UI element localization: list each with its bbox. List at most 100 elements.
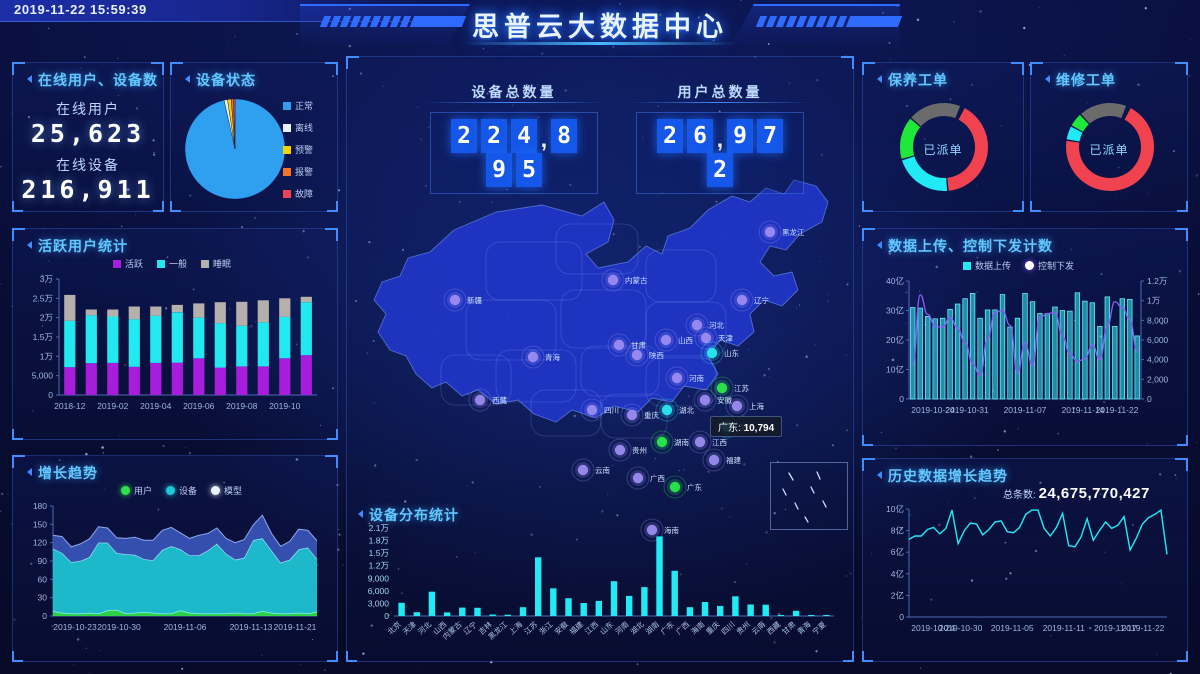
upload-bar[interactable] xyxy=(1089,302,1095,400)
map-marker-山西[interactable]: 山西 xyxy=(654,328,693,352)
map-marker-江西[interactable]: 江西 xyxy=(688,430,727,454)
map-marker-陕西[interactable]: 陕西 xyxy=(625,343,664,367)
bar-天津[interactable] xyxy=(413,612,420,616)
map-marker-内蒙古[interactable]: 内蒙古 xyxy=(601,268,648,292)
data-upload-chart[interactable]: 0 10亿 20亿 30亿 40亿 0 2,000 4,000 6,000 8,000 1万 1.2万… xyxy=(869,275,1181,437)
legend-item[interactable]: 离线 xyxy=(283,121,313,134)
bar-安徽[interactable] xyxy=(565,598,572,616)
legend-item[interactable]: 活跃 xyxy=(113,257,143,270)
legend-item[interactable]: 数据上传 xyxy=(963,259,1011,272)
map-marker-河南[interactable]: 河南 xyxy=(665,366,704,390)
active-users-chart[interactable]: 0 5,000 1万 1.5万 2万 2.5万 3万 2018-12 2019-02 2019-0… xyxy=(19,273,329,433)
upload-bar[interactable] xyxy=(969,293,976,400)
bar-黑龙江[interactable] xyxy=(504,614,511,616)
bar-segment[interactable] xyxy=(150,306,162,316)
device-distribution-chart[interactable]: 03,0006,0009,0001.2万1.5万1.8万2.1万北京天津河北山西… xyxy=(352,523,848,664)
bar-segment[interactable] xyxy=(257,366,269,395)
upload-bar[interactable] xyxy=(940,317,946,400)
upload-bar[interactable] xyxy=(1052,306,1058,400)
bar-segment[interactable] xyxy=(171,304,183,313)
bar-segment[interactable] xyxy=(107,309,119,317)
bar-北京[interactable] xyxy=(398,602,405,616)
legend-item[interactable]: 预警 xyxy=(283,143,313,156)
legend-item[interactable]: 设备 xyxy=(166,484,197,497)
map-marker-湖北[interactable]: 湖北 xyxy=(655,398,694,422)
bar-上海[interactable] xyxy=(519,607,527,616)
legend-item[interactable]: 模型 xyxy=(211,484,242,497)
bar-甘肃[interactable] xyxy=(792,610,800,616)
bar-segment[interactable] xyxy=(150,362,162,395)
bar-segment[interactable] xyxy=(279,298,291,317)
upload-bar[interactable] xyxy=(954,303,961,400)
upload-bar[interactable] xyxy=(1014,317,1021,400)
map-marker-西藏[interactable]: 西藏 xyxy=(468,388,507,412)
bar-青海[interactable] xyxy=(808,615,815,616)
upload-bar[interactable] xyxy=(1119,298,1125,400)
bar-segment[interactable] xyxy=(64,367,76,395)
legend-item[interactable]: 用户 xyxy=(121,484,152,497)
china-map[interactable]: 内蒙古黑龙江辽宁河北天津山西山东河南江苏上海安徽湖北浙江湖南江西福建广东广西海南… xyxy=(346,150,854,550)
area-series-用户[interactable] xyxy=(53,609,317,616)
upload-bar[interactable] xyxy=(999,294,1006,400)
upload-bar[interactable] xyxy=(925,316,931,400)
map-marker-甘肃[interactable]: 甘肃 xyxy=(607,333,646,357)
bar-segment[interactable] xyxy=(236,325,248,367)
bar-segment[interactable] xyxy=(236,366,248,395)
control-dispatch-line[interactable] xyxy=(912,294,1138,377)
upload-bar[interactable] xyxy=(1037,313,1043,400)
bar-贵州[interactable] xyxy=(747,604,754,617)
bar-segment[interactable] xyxy=(171,362,183,396)
bar-segment[interactable] xyxy=(214,302,226,324)
upload-bar[interactable] xyxy=(932,318,938,400)
upload-bar[interactable] xyxy=(910,307,916,400)
upload-bar[interactable] xyxy=(1059,310,1066,400)
china-landmass[interactable] xyxy=(373,179,829,423)
donut-segment-已完成[interactable] xyxy=(1066,126,1083,142)
map-marker-新疆[interactable]: 新疆 xyxy=(443,288,482,312)
bar-广西[interactable] xyxy=(686,607,694,616)
map-marker-广东[interactable]: 广东 xyxy=(663,475,702,499)
pie-slice-故障[interactable] xyxy=(233,98,236,150)
upload-bar[interactable] xyxy=(1074,292,1081,400)
map-marker-山东[interactable]: 山东 xyxy=(700,341,739,365)
bar-辽宁[interactable] xyxy=(474,607,481,616)
bar-segment[interactable] xyxy=(193,317,205,359)
bar-宁夏[interactable] xyxy=(823,615,830,616)
upload-bar[interactable] xyxy=(1029,301,1036,400)
donut-segment-处理中[interactable] xyxy=(1071,114,1089,132)
bar-四川[interactable] xyxy=(732,596,739,616)
bar-重庆[interactable] xyxy=(717,605,724,616)
bar-江苏[interactable] xyxy=(535,557,542,616)
donut-segment-已完成[interactable] xyxy=(902,156,948,191)
bar-segment[interactable] xyxy=(300,355,312,395)
legend-item[interactable]: 正常 xyxy=(283,99,313,112)
upload-bar[interactable] xyxy=(917,307,923,400)
upload-bar[interactable] xyxy=(962,298,968,400)
bar-segment[interactable] xyxy=(107,316,119,363)
bar-segment[interactable] xyxy=(85,309,97,316)
bar-云南[interactable] xyxy=(762,604,769,616)
donut-segment-已派单[interactable] xyxy=(1066,108,1154,191)
area-series-设备[interactable] xyxy=(53,538,317,614)
bar-segment[interactable] xyxy=(279,316,291,359)
bar-河北[interactable] xyxy=(428,591,436,616)
donut-segment-待派单[interactable] xyxy=(1081,103,1127,124)
map-marker-四川[interactable]: 四川 xyxy=(580,398,619,422)
bar-segment[interactable] xyxy=(128,366,140,395)
bar-河南[interactable] xyxy=(626,595,633,616)
area-series-模型[interactable] xyxy=(53,515,317,563)
bar-山西[interactable] xyxy=(443,612,451,616)
growth-trend-chart[interactable]: 0 30 60 90 120 150 180 2019-10-23 2019-10-30 2019… xyxy=(19,500,329,655)
map-marker-青海[interactable]: 青海 xyxy=(521,345,560,369)
legend-item[interactable]: 控制下发 xyxy=(1025,259,1074,272)
bar-segment[interactable] xyxy=(64,320,76,368)
bar-segment[interactable] xyxy=(107,362,119,395)
legend-item[interactable]: 一般 xyxy=(157,257,187,270)
upload-bar[interactable] xyxy=(1127,298,1133,400)
upload-bar[interactable] xyxy=(1134,335,1140,400)
bar-湖北[interactable] xyxy=(641,587,648,616)
map-marker-福建[interactable]: 福建 xyxy=(702,448,741,472)
upload-bar[interactable] xyxy=(1082,300,1088,400)
upload-bar[interactable] xyxy=(1097,326,1103,400)
